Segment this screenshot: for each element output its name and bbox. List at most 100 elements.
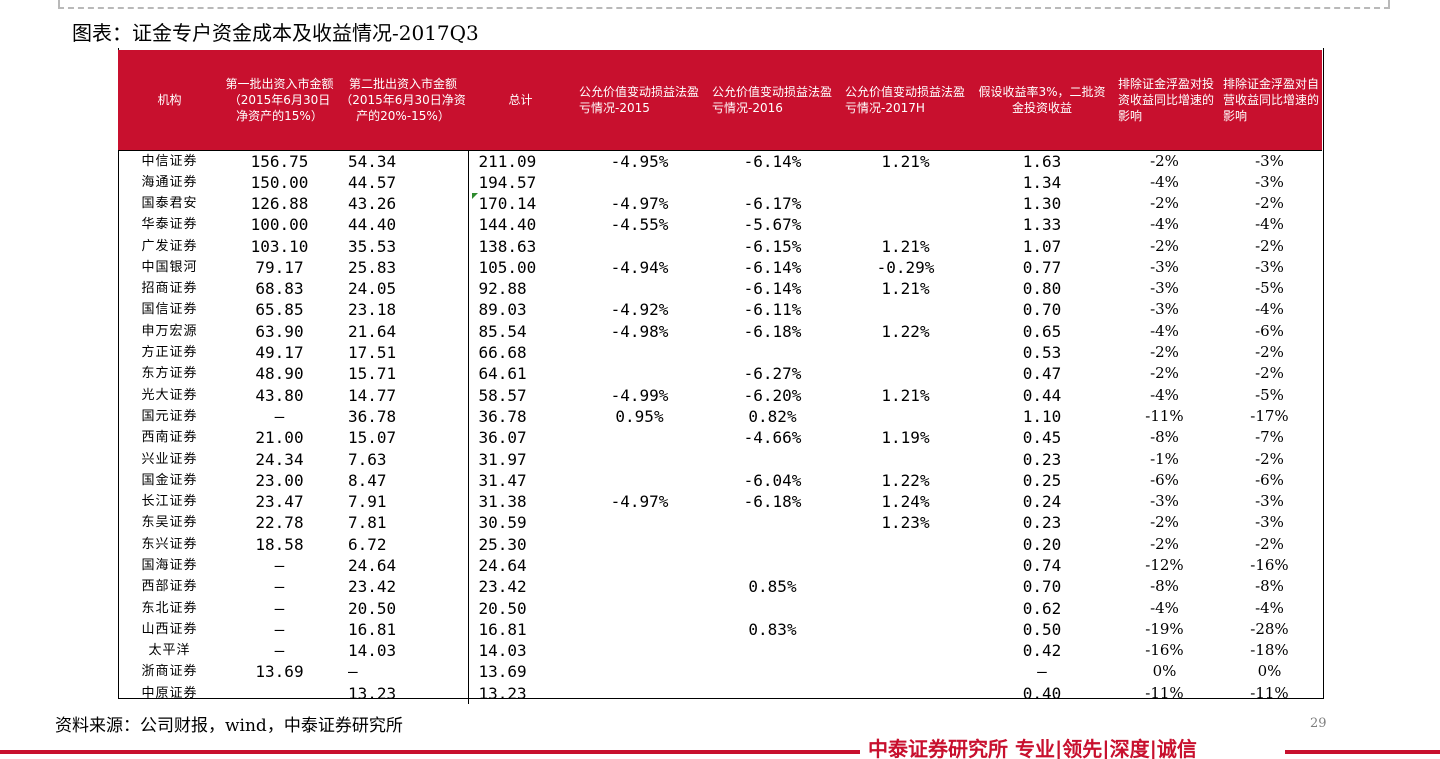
page-number: 29 xyxy=(1310,716,1327,731)
table-row: 国元证券 – 36.78 36.78 0.95% 0.82% 1.10 -11% -17% xyxy=(118,405,1322,428)
table-cell: 7.63 xyxy=(338,448,469,470)
table-cell: 89.03 xyxy=(478,300,527,320)
table-cell: 7.91 xyxy=(338,490,469,513)
table-cell xyxy=(706,534,839,555)
table-cell: -4% xyxy=(1150,172,1179,191)
table-cell: -6.27% xyxy=(743,364,802,384)
table-cell: 1.24% xyxy=(881,492,930,512)
table-cell xyxy=(706,555,839,576)
table-cell: 1.10 xyxy=(1022,406,1062,426)
table-cell: -2% xyxy=(1255,364,1284,383)
table-cell: 0.80 xyxy=(1022,279,1062,299)
institution-cell: 东兴证券 xyxy=(141,536,198,552)
table-cell: 43.80 xyxy=(255,385,304,405)
table-cell xyxy=(839,534,972,555)
table-row: 中信证券 156.75 54.34 211.09 -4.95% -6.14% 1.21% 1.… xyxy=(118,149,1322,172)
table-cell: 16.81 xyxy=(478,619,527,639)
table-cell xyxy=(839,342,972,363)
table-cell: -3% xyxy=(1255,492,1284,511)
table-cell: 25.30 xyxy=(478,534,527,554)
table-cell xyxy=(839,661,972,682)
table-cell: -4.99% xyxy=(610,385,669,405)
table-cell: -11% xyxy=(1145,406,1184,425)
table-cell: -4% xyxy=(1255,215,1284,234)
table-row: 长江证券 23.47 7.91 31.38 -4.97% -6.18% 1.24% 0.24 -… xyxy=(118,490,1322,513)
table-cell: 0.77 xyxy=(1022,257,1062,277)
table-cell xyxy=(706,342,839,363)
table-cell xyxy=(706,683,839,704)
data-table: 机构 第一批出资入市金额（2015年6月30日净资产的15%） 第二批出资入市金… xyxy=(118,50,1322,704)
table-cell xyxy=(573,172,706,193)
table-row: 东方证券 48.90 15.71 64.61 -6.27% 0.47 -2% -2% xyxy=(118,363,1322,385)
source-note: 资料来源：公司财报，wind，中泰证券研究所 xyxy=(55,716,403,736)
table-cell: -4% xyxy=(1150,321,1179,340)
table-cell: 15.07 xyxy=(338,427,469,449)
table-cell: 1.07 xyxy=(1022,236,1062,256)
table-cell xyxy=(706,640,839,661)
table-cell: 48.90 xyxy=(255,364,304,384)
table-cell: 18.58 xyxy=(255,534,304,554)
table-cell: 1.19% xyxy=(881,428,930,448)
table-cell: 7.81 xyxy=(338,512,469,534)
table-cell: -6.11% xyxy=(743,300,802,320)
table-cell: 44.40 xyxy=(338,214,469,236)
table-cell: -5% xyxy=(1255,385,1284,404)
header-fv-2016: 公允价值变动损益法盈亏情况-2016 xyxy=(706,50,839,150)
table-cell xyxy=(573,278,706,299)
institution-cell: 光大证券 xyxy=(141,387,198,403)
table-row: 中国银河 79.17 25.83 105.00 -4.94% -6.14% -0.29% 0.… xyxy=(118,256,1322,278)
table-cell: -19% xyxy=(1145,619,1184,638)
table-cell: 14.77 xyxy=(338,384,469,406)
table-cell: 0% xyxy=(1152,662,1177,681)
table-cell xyxy=(573,363,706,384)
table-cell: -18% xyxy=(1250,641,1289,660)
table-cell: 79.17 xyxy=(255,257,304,277)
table-cell: 1.63 xyxy=(972,149,1112,172)
table-cell: -7% xyxy=(1255,428,1284,447)
table-cell: 17.51 xyxy=(338,341,469,364)
table-cell: -3% xyxy=(1150,257,1179,276)
institution-cell: 长江证券 xyxy=(141,494,198,510)
table-cell xyxy=(573,576,706,597)
table-row: 广发证券 103.10 35.53 138.63 -6.15% 1.21% 1.07 -2% -… xyxy=(118,235,1322,257)
table-row: 西部证券 – 23.42 23.42 0.85% 0.70 -8% -8% xyxy=(118,576,1322,598)
table-cell: -2% xyxy=(1255,193,1284,212)
institution-cell: 海通证券 xyxy=(141,174,198,190)
header-institution: 机构 xyxy=(118,50,221,150)
table-cell: 0.50 xyxy=(1022,619,1062,639)
table-cell: -4.98% xyxy=(610,321,669,341)
table-cell: -4.97% xyxy=(610,492,669,512)
table-cell: -6.15% xyxy=(743,236,802,256)
table-cell: 25.83 xyxy=(338,256,469,278)
institution-cell: 兴业证券 xyxy=(141,451,198,467)
table-row: 国金证券 23.00 8.47 31.47 -6.04% 1.22% 0.25 -6% -6% xyxy=(118,469,1322,491)
institution-cell: 西南证券 xyxy=(141,430,198,446)
table-cell: 43.26 xyxy=(338,192,469,215)
table-cell: 68.83 xyxy=(255,279,304,299)
table-cell: -2% xyxy=(1150,236,1179,255)
table-cell: -2% xyxy=(1150,193,1179,212)
table-cell xyxy=(706,512,839,533)
table-cell xyxy=(839,555,972,576)
table-cell: 0.85% xyxy=(748,577,797,597)
table-cell: 65.85 xyxy=(255,300,304,320)
table-row: 中原证券 13.23 13.23 0.40 -11% -11% xyxy=(118,682,1322,704)
table-cell: 13.69 xyxy=(478,662,527,682)
table-cell xyxy=(839,406,972,427)
table-cell: 1.23% xyxy=(881,513,930,533)
table-cell: – xyxy=(274,577,285,597)
table-cell: 30.59 xyxy=(478,513,527,533)
table-cell: 24.64 xyxy=(338,554,469,577)
table-cell: -16% xyxy=(1145,641,1184,660)
table-cell: 1.21% xyxy=(881,279,930,299)
table-cell: -3% xyxy=(1255,172,1284,191)
table-cell: -6.18% xyxy=(743,321,802,341)
table-cell: -6.18% xyxy=(743,492,802,512)
table-cell: 0.23 xyxy=(1022,513,1062,533)
institution-cell: 广发证券 xyxy=(141,238,198,254)
table-cell: -4.55% xyxy=(610,215,669,235)
table-cell xyxy=(839,299,972,320)
table-cell xyxy=(839,193,972,214)
table-cell xyxy=(573,534,706,555)
table-cell xyxy=(706,172,839,193)
